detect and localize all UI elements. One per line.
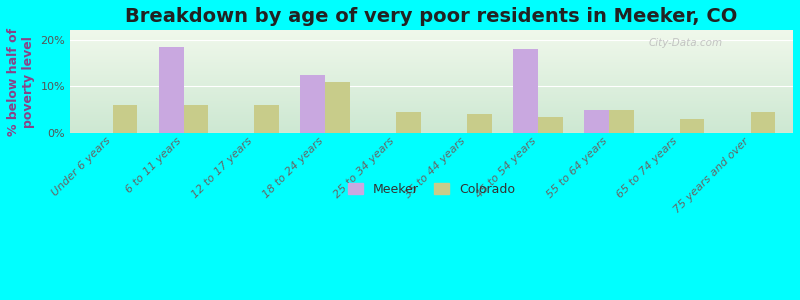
Bar — [750, 112, 775, 133]
Bar — [158, 46, 183, 133]
Title: Breakdown by age of very poor residents in Meeker, CO: Breakdown by age of very poor residents … — [126, 7, 738, 26]
Bar — [513, 49, 538, 133]
Bar — [467, 114, 492, 133]
Bar — [680, 119, 705, 133]
Bar — [396, 112, 421, 133]
Y-axis label: % below half of
poverty level: % below half of poverty level — [7, 28, 35, 136]
Text: City-Data.com: City-Data.com — [649, 38, 722, 48]
Bar — [113, 105, 138, 133]
Bar — [609, 110, 634, 133]
Bar — [301, 75, 326, 133]
Bar — [254, 105, 279, 133]
Bar — [183, 105, 208, 133]
Bar — [538, 117, 562, 133]
Bar — [584, 110, 609, 133]
Legend: Meeker, Colorado: Meeker, Colorado — [343, 178, 520, 201]
Bar — [326, 82, 350, 133]
